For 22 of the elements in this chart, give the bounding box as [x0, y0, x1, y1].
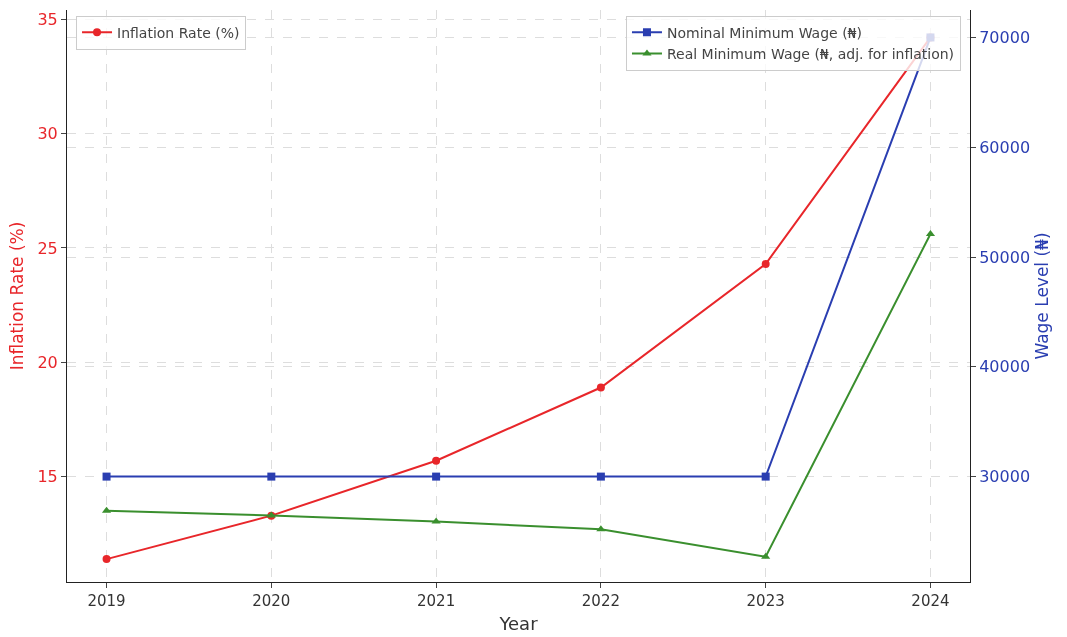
y-tick-label: 20	[37, 352, 58, 372]
x-tick-label: 2022	[581, 592, 620, 610]
y-tick-label: 15	[37, 467, 58, 487]
y-tick-label: 25	[37, 238, 58, 258]
x-tick-label: 2021	[417, 592, 456, 610]
legend-label: Real Minimum Wage (₦, adj. for inflation)	[666, 45, 955, 62]
y-axis-title: Inflation Rate (%)	[7, 221, 27, 371]
x-tick-label: 2023	[746, 592, 785, 610]
y2-axis-title: Wage Level (₦)	[1032, 232, 1053, 360]
x-tick-label: 2019	[87, 592, 126, 610]
x-tick-label: 2024	[911, 592, 950, 610]
legend-label: Inflation Rate (%)	[117, 24, 240, 41]
legend-label: Nominal Minimum Wage (₦)	[666, 24, 862, 41]
y-tick-label: 30	[37, 124, 58, 144]
y2-tick-label: 30000	[979, 467, 1031, 487]
x-axis-title: Year	[498, 613, 539, 635]
y2-tick-label: 60000	[979, 137, 1031, 157]
y-tick-label: 35	[37, 9, 58, 29]
y2-tick-label: 70000	[979, 28, 1031, 48]
y2-tick-label: 50000	[979, 247, 1031, 267]
x-tick-label: 2020	[252, 592, 291, 610]
y2-tick-label: 40000	[979, 357, 1031, 377]
